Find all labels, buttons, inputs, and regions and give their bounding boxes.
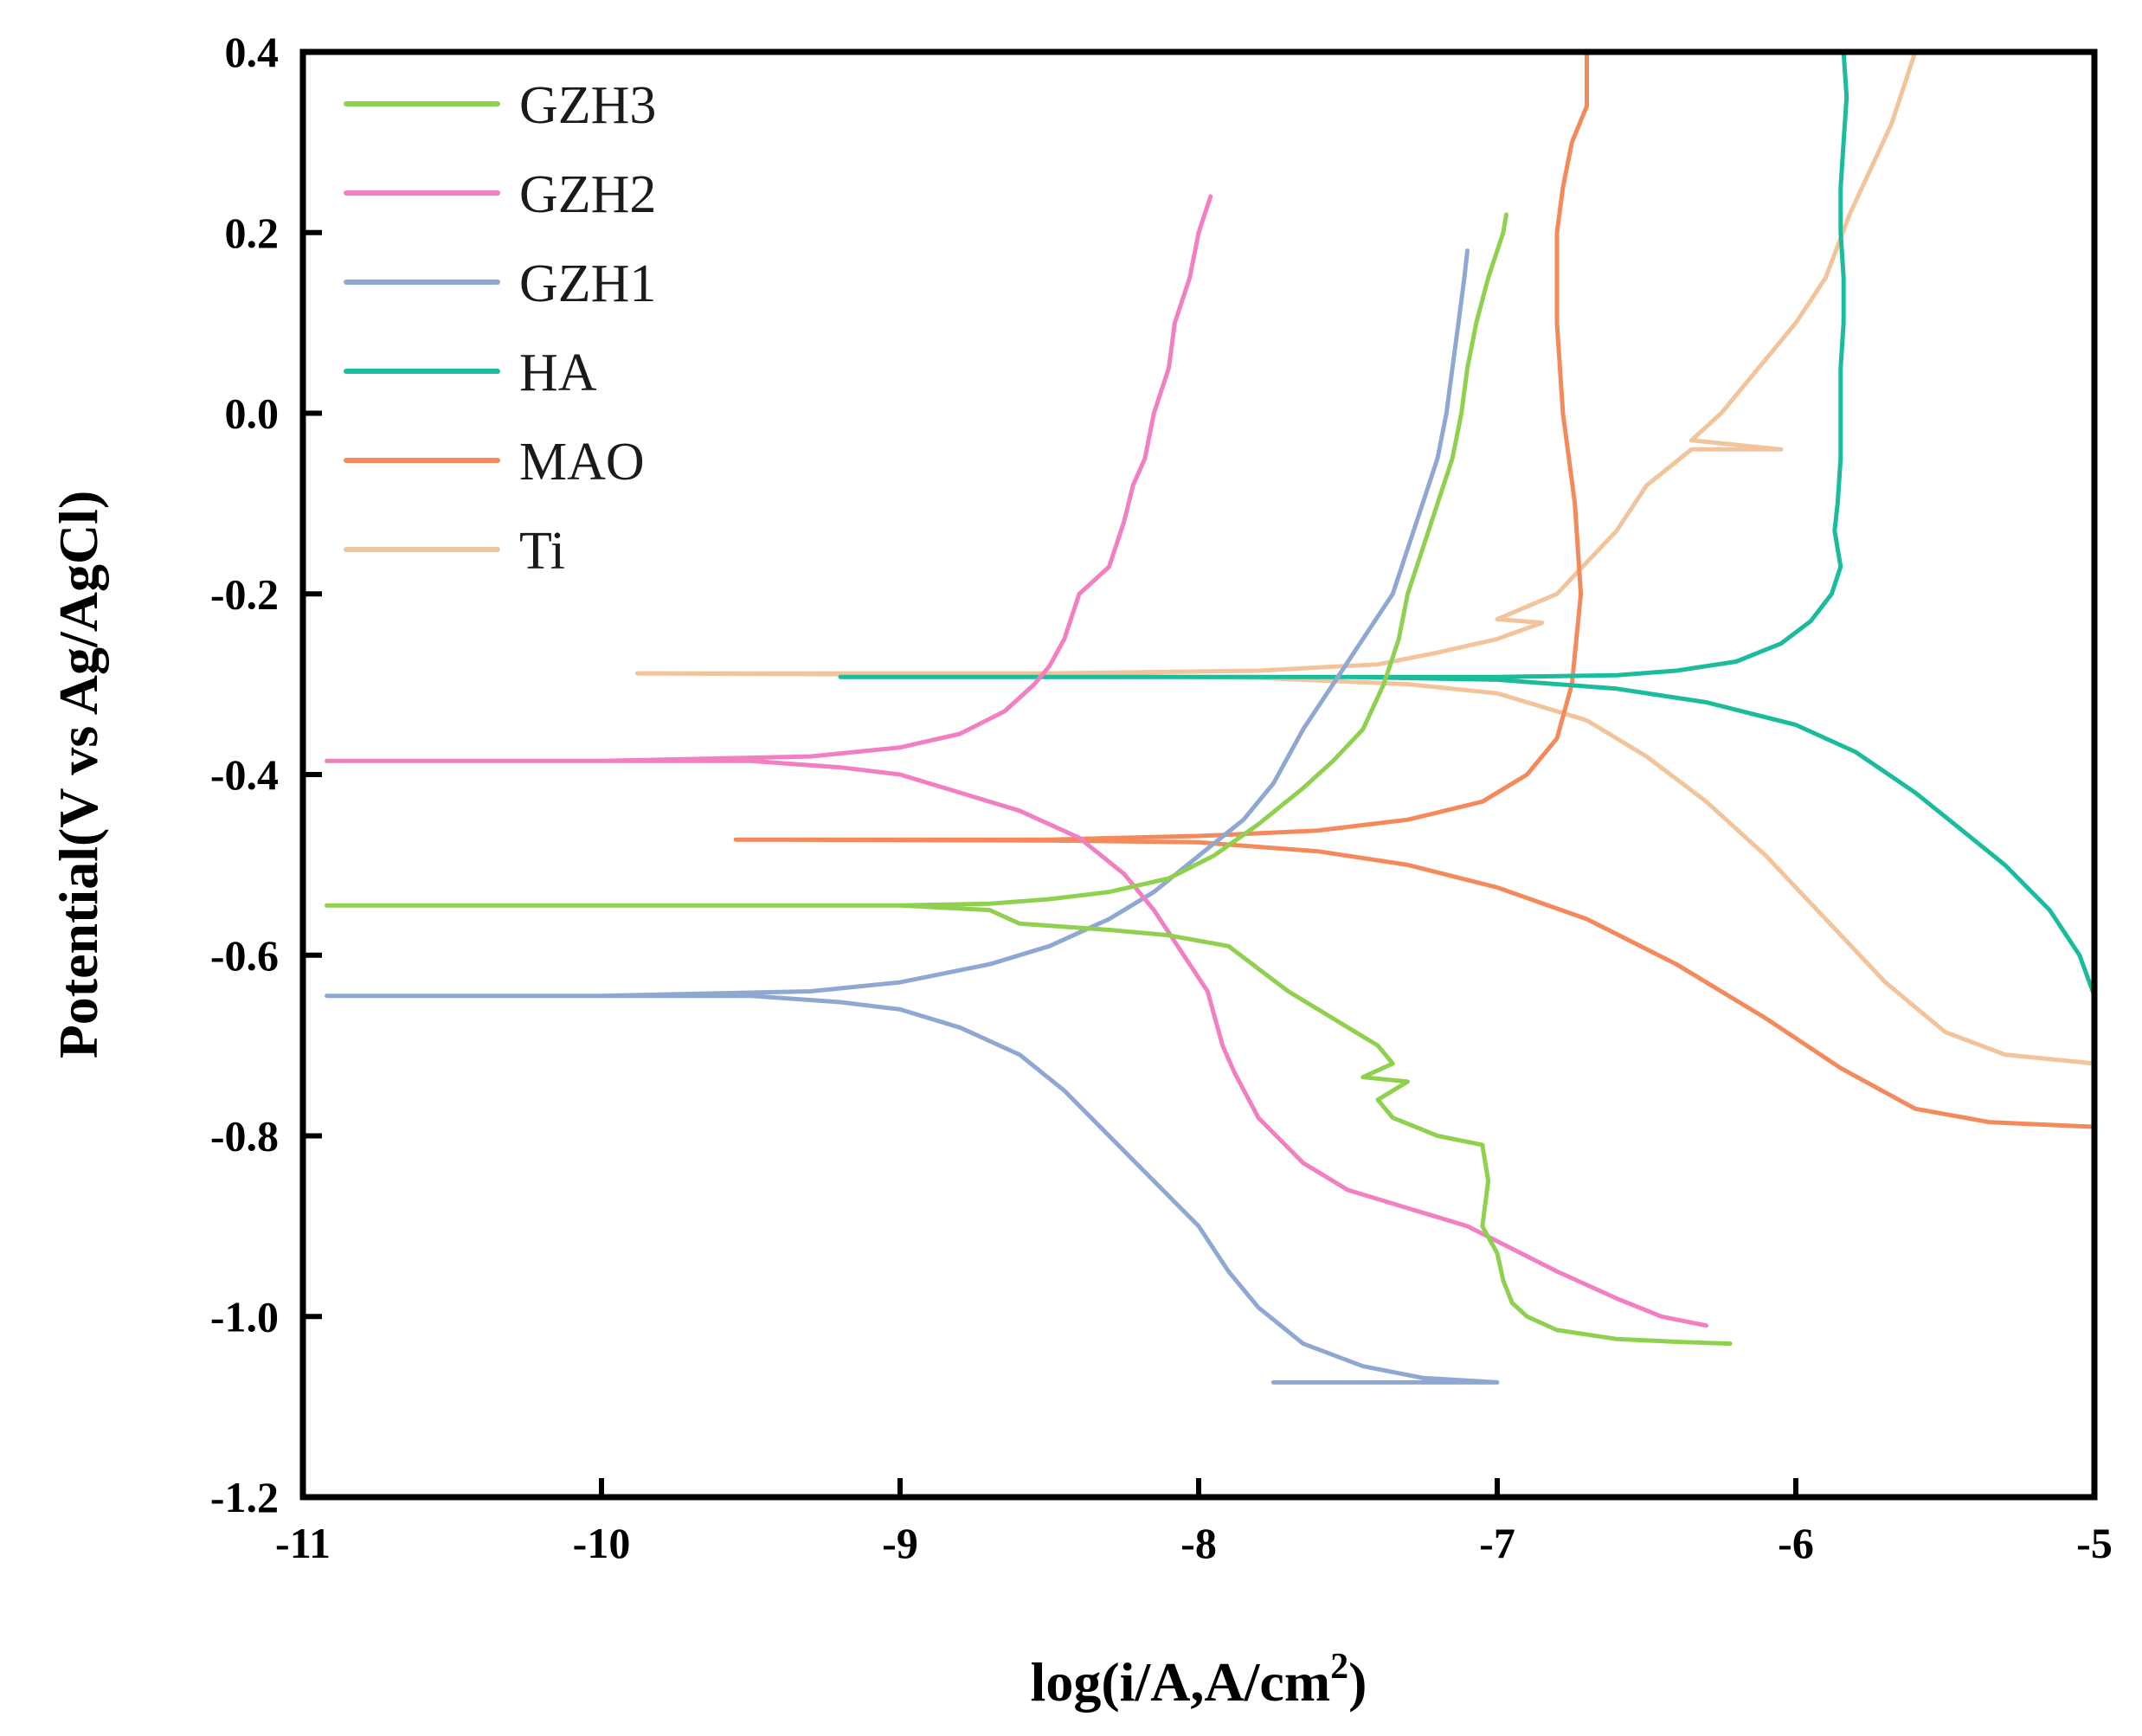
y-tick-label: -0.6 [210, 931, 279, 980]
y-tick-label: 0.2 [225, 209, 280, 257]
y-axis-title: Potential(V vs Ag/AgCl) [48, 491, 109, 1059]
series-line-gzh2 [325, 194, 1708, 1328]
x-tick-label: -10 [573, 1519, 631, 1567]
legend-label-ti: Ti [519, 522, 565, 581]
x-axis-ticks: -11 -10 -9 -8 -7 -6 -5 [275, 1478, 2113, 1567]
x-axis-title-superscript: 2 [1330, 1647, 1348, 1687]
legend-label-mao: MAO [519, 433, 645, 492]
series-line-gzh1 [325, 248, 1500, 1385]
y-tick-label: 0.0 [225, 389, 280, 438]
y-tick-label: -0.4 [210, 750, 279, 799]
x-axis-title: log(i/A,A/cm2) [1031, 1647, 1367, 1713]
y-tick-label: -0.2 [210, 569, 279, 618]
y-axis-ticks: -1.2 -1.0 -0.8 -0.6 -0.4 -0.2 0.0 0.2 0.4 [210, 28, 322, 1521]
series-line-mao [733, 49, 2097, 1129]
x-tick-label: -11 [275, 1519, 331, 1567]
x-axis-title-suffix: ) [1348, 1651, 1367, 1713]
legend-label-gzh2: GZH2 [519, 165, 656, 224]
legend: GZH3 GZH2 GZH1 HA MAO Ti [344, 76, 656, 581]
legend-label-ha: HA [519, 344, 597, 402]
series-layer [325, 49, 2097, 1385]
x-tick-label: -8 [1180, 1519, 1217, 1567]
x-tick-label: -9 [882, 1519, 918, 1567]
y-tick-label: -0.8 [210, 1112, 279, 1161]
y-tick-label: -1.0 [210, 1292, 279, 1341]
legend-label-gzh3: GZH3 [519, 76, 656, 135]
series-line-gzh3 [325, 212, 1733, 1347]
x-axis-title-main: log(i/A,A/cm [1031, 1651, 1331, 1713]
legend-label-gzh1: GZH1 [519, 254, 656, 313]
series-line-ha [838, 49, 2097, 999]
x-tick-label: -6 [1778, 1519, 1814, 1567]
y-tick-label: -1.2 [210, 1473, 279, 1521]
x-tick-label: -7 [1479, 1519, 1515, 1567]
y-tick-label: 0.4 [225, 28, 280, 76]
x-tick-label: -5 [2076, 1519, 2113, 1567]
